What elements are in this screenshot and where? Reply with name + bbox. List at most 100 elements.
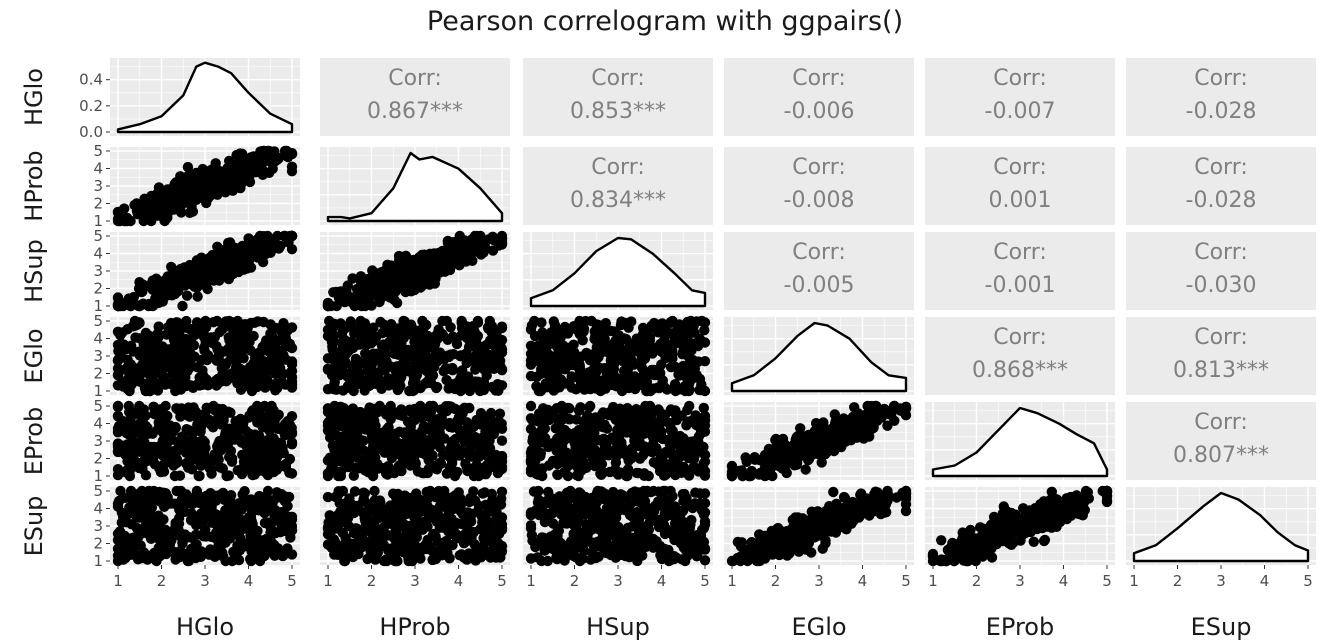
scatter-point [377, 365, 388, 376]
panel-hsup-hprob [320, 230, 510, 312]
scatter-point [627, 409, 638, 420]
scatter-point [665, 424, 676, 436]
scatter-point [284, 528, 295, 539]
scatter-point [530, 437, 542, 448]
scatter-point [570, 384, 582, 395]
scatter-point [174, 470, 186, 481]
panel-hsup-eglo: Corr:-0.005 [724, 232, 914, 310]
scatter-point [381, 356, 392, 367]
scatter-point [197, 453, 208, 464]
scatter-point [123, 293, 135, 304]
panel-eprob-hglo [110, 400, 300, 482]
y-tick-label: 0.0 [79, 123, 103, 141]
scatter-point [133, 300, 144, 312]
scatter-point [487, 231, 498, 242]
scatter-point [367, 265, 378, 276]
scatter-point [364, 355, 375, 366]
y-tick-label: 2 [93, 280, 103, 298]
scatter-point [390, 264, 401, 275]
scatter-point [389, 294, 400, 306]
y-tick-label: 1 [93, 382, 103, 400]
scatter-point [474, 348, 485, 360]
scatter-point [153, 203, 164, 215]
scatter-point [149, 366, 160, 377]
scatter-point [255, 346, 267, 357]
scatter-point [579, 424, 591, 436]
panel-hsup-eprob: Corr:-0.001 [925, 232, 1115, 310]
scatter-point [351, 415, 362, 426]
scatter-point [199, 527, 210, 538]
scatter-point [396, 342, 408, 353]
scatter-point [191, 255, 203, 266]
scatter-point [212, 441, 223, 452]
panel-hprob-eprob: Corr:0.001 [925, 147, 1115, 225]
scatter-point [372, 435, 383, 446]
scatter-point [245, 519, 256, 530]
scatter-point [389, 407, 400, 418]
panel-esup-hglo [110, 485, 300, 567]
y-tick-label: 2 [93, 450, 103, 468]
corr-value: 0.853*** [570, 99, 666, 124]
scatter-point [481, 467, 492, 478]
scatter-point [226, 317, 238, 328]
scatter-point [286, 166, 298, 177]
scatter-point [653, 406, 665, 417]
scatter-point [352, 442, 363, 453]
scatter-point [257, 372, 269, 384]
density-curve-hsup [529, 236, 707, 308]
scatter-point [648, 383, 659, 394]
y-tick-label: 5 [93, 142, 103, 160]
scatter-point [409, 380, 421, 391]
scatter-point [651, 459, 663, 470]
scatter-point [324, 315, 335, 327]
scatter-point [272, 230, 283, 242]
scatter-point [536, 363, 547, 375]
corr-value: 0.868*** [972, 358, 1068, 383]
scatter-point [163, 456, 175, 468]
scatter-point [131, 407, 142, 419]
scatter-point [419, 321, 430, 332]
panels-layer: 0.00.20.4 Corr:0.867***Corr:0.853***Corr:… [20, 58, 1316, 641]
scatter-point [549, 320, 561, 331]
panel-background [925, 147, 1115, 225]
scatter-point [463, 241, 474, 253]
scatter-point [113, 495, 125, 507]
scatter-point [217, 250, 228, 262]
scatter-point [232, 378, 243, 389]
corr-value: -0.006 [784, 99, 855, 124]
scatter-point [587, 452, 598, 463]
scatter-point [177, 431, 188, 442]
scatter-point [495, 360, 506, 371]
scatter-point [215, 462, 226, 473]
scatter-point [627, 442, 639, 454]
scatter-point [577, 335, 588, 346]
scatter-point [265, 319, 276, 330]
y-tick-label: 2 [93, 365, 103, 383]
y-tick-label: 1 [93, 297, 103, 315]
scatter-point [479, 379, 490, 390]
scatter-point [537, 327, 548, 338]
y-tick-label: 0.2 [79, 97, 103, 115]
panel-hprob-hprob [320, 147, 510, 225]
scatter-point [393, 250, 405, 262]
scatter-point [418, 256, 429, 267]
scatter-point [439, 259, 451, 270]
scatter-point [325, 463, 337, 475]
scatter-point [496, 435, 508, 446]
panel-hglo-eglo: Corr:-0.006 [724, 58, 914, 136]
scatter-point [479, 412, 490, 423]
corr-value: 0.813*** [1173, 358, 1269, 383]
scatter-point [378, 339, 389, 350]
scatter-point [586, 315, 597, 327]
scatter-point [223, 343, 234, 354]
scatter-point [323, 416, 335, 427]
scatter-point [322, 324, 334, 335]
scatter-point [838, 413, 849, 424]
scatter-point [670, 469, 681, 481]
scatter-point [185, 380, 196, 391]
scatter-point [157, 435, 169, 446]
corr-value: 0.807*** [1173, 443, 1269, 468]
panel-eglo-hsup [523, 315, 713, 397]
scatter-point [557, 352, 569, 363]
scatter-point [408, 360, 419, 372]
